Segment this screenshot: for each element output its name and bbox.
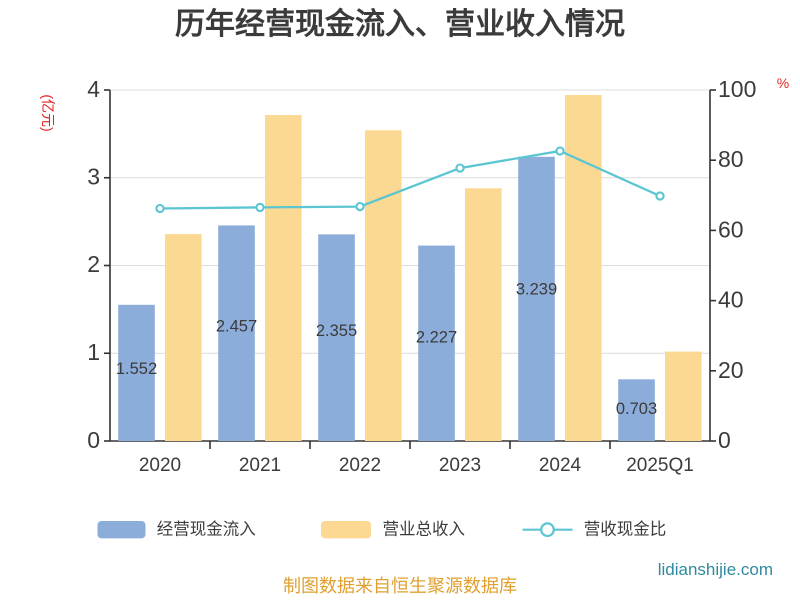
svg-text:3.239: 3.239 [516, 281, 557, 299]
svg-text:60: 60 [718, 216, 744, 242]
svg-text:3: 3 [87, 164, 100, 190]
svg-text:经营现金流入: 经营现金流入 [157, 520, 256, 539]
svg-text:制图数据来自恒生聚源数据库: 制图数据来自恒生聚源数据库 [283, 576, 517, 596]
svg-text:%: % [777, 75, 789, 91]
svg-text:2.355: 2.355 [316, 322, 357, 340]
svg-text:4: 4 [87, 76, 100, 102]
svg-text:2.227: 2.227 [416, 328, 457, 346]
svg-text:2020: 2020 [139, 455, 181, 476]
svg-text:1: 1 [87, 339, 100, 365]
svg-text:lidianshijie.com: lidianshijie.com [658, 560, 773, 579]
svg-text:(亿元): (亿元) [40, 94, 56, 131]
svg-text:0: 0 [718, 427, 731, 453]
svg-text:历年经营现金流入、营业收入情况: 历年经营现金流入、营业收入情况 [175, 7, 625, 41]
svg-text:0.703: 0.703 [616, 400, 657, 418]
svg-text:2023: 2023 [439, 455, 481, 476]
svg-text:0: 0 [87, 427, 100, 453]
svg-text:2022: 2022 [339, 455, 381, 476]
svg-text:营业总收入: 营业总收入 [383, 520, 466, 539]
svg-text:20: 20 [718, 357, 744, 383]
svg-text:2025Q1: 2025Q1 [626, 455, 694, 476]
svg-text:营收现金比: 营收现金比 [584, 520, 667, 539]
svg-text:2021: 2021 [239, 455, 281, 476]
svg-text:40: 40 [718, 287, 744, 313]
svg-text:1.552: 1.552 [116, 360, 157, 378]
svg-text:2024: 2024 [539, 455, 582, 476]
svg-text:2.457: 2.457 [216, 318, 257, 336]
svg-text:2: 2 [87, 251, 100, 277]
svg-text:80: 80 [718, 146, 744, 172]
svg-text:100: 100 [718, 76, 756, 102]
